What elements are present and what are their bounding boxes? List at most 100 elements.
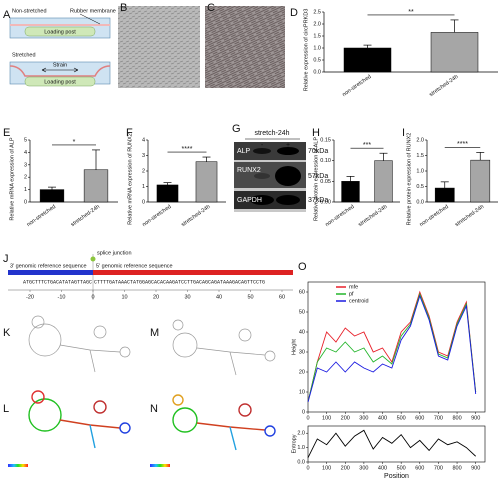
x-tick-label: 500	[397, 415, 406, 421]
panel-letter: H	[312, 127, 320, 139]
y-tick-label: 0.00	[320, 199, 331, 205]
y-tick-label: 50	[299, 309, 305, 315]
x-tick-label: non-stretched	[324, 204, 355, 228]
y-tick-label: 0.0	[416, 199, 424, 205]
cell-image	[118, 6, 200, 88]
x-tick-label: non-stretched	[26, 204, 57, 228]
size-label: 37kDa	[308, 197, 328, 204]
rna-structure-colored	[28, 390, 276, 451]
panel-letter: I	[402, 127, 405, 139]
bar	[470, 159, 491, 203]
bar	[39, 189, 65, 203]
x-axis-label: Position	[384, 473, 409, 480]
bar	[374, 160, 393, 203]
label: 5' genomic reference sequence	[96, 263, 173, 269]
panel-letter: E	[3, 127, 10, 139]
protein-label: GAPDH	[237, 197, 262, 204]
x-tick-label: 800	[452, 465, 461, 471]
y-tick-label: 0.10	[320, 158, 331, 164]
x-tick-label: 700	[434, 415, 443, 421]
y-tick-label: 4	[142, 137, 145, 143]
protein-label: RUNX2	[237, 167, 261, 174]
y-tick-label: 0.0	[313, 69, 321, 75]
label: Rubber membrane	[70, 8, 116, 14]
y-tick-label: 0.15	[320, 137, 331, 143]
bar	[434, 187, 455, 203]
x-tick-label: 300	[359, 465, 368, 471]
bar	[156, 184, 179, 203]
sequence: ATGCTTTCTGACATATAGTTAGC	[23, 279, 92, 285]
y-axis-label: Relative mRNA expression of ALP	[9, 137, 15, 220]
y-tick-label: 2	[142, 168, 145, 174]
sig-label: ****	[182, 146, 193, 153]
panel-letter: M	[150, 327, 159, 339]
panel-letter: C	[207, 2, 215, 14]
y-tick-label: 3	[24, 162, 27, 168]
label: Non-stretched	[12, 8, 47, 14]
protein-label: ALP	[237, 148, 251, 155]
y-tick-label: 0.5	[416, 184, 424, 190]
sequence: CTTTTGATAAACTATGGAGCACACAAGATCCTTGACAGCA…	[94, 279, 265, 285]
x-tick-label: 700	[434, 465, 443, 471]
ref-bar	[8, 270, 93, 275]
color-scale	[8, 464, 28, 467]
tick-label: -20	[26, 294, 34, 300]
sig-label: ***	[363, 142, 371, 149]
y-axis-label: Relative expression of circPRKD3	[303, 9, 309, 92]
y-tick-label: 10	[299, 389, 305, 395]
y-tick-label: 0.0	[297, 459, 305, 465]
plot-frame	[307, 425, 486, 463]
x-tick-label: 600	[415, 415, 424, 421]
series-line	[307, 429, 476, 458]
y-tick-label: 2	[24, 175, 27, 181]
y-tick-label: 2.0	[313, 21, 321, 27]
rna-structure	[28, 315, 276, 376]
x-tick-label: 500	[397, 465, 406, 471]
y-tick-label: 1.0	[416, 168, 424, 174]
x-tick-label: 300	[359, 415, 368, 421]
y-tick-label: 4	[24, 150, 27, 156]
bar	[430, 32, 479, 73]
y-tick-label: 0	[24, 199, 27, 205]
y-axis-label: Relative mRNA expression of RUNX2	[127, 133, 133, 225]
ref-bar	[93, 270, 293, 275]
western-blot	[234, 138, 306, 212]
y-tick-label: 40	[299, 329, 305, 335]
y-tick-label: 0	[142, 199, 145, 205]
tick-label: 0	[91, 294, 94, 300]
tick-label: 20	[153, 294, 159, 300]
label: splice junction	[97, 250, 132, 256]
legend-label: mfe	[349, 284, 358, 290]
label: 3' genomic reference sequence	[10, 263, 87, 269]
tick-label: 40	[216, 294, 222, 300]
x-tick-label: non-stretched	[341, 74, 372, 98]
bar	[343, 47, 392, 73]
label: Loading post	[44, 29, 76, 35]
tick-label: 10	[121, 294, 127, 300]
y-tick-label: 0	[302, 409, 305, 415]
y-tick-label: 3	[142, 153, 145, 159]
y-axis-label: Relative protein expression of ALP	[313, 137, 319, 221]
x-tick-label: 600	[415, 465, 424, 471]
y-tick-label: 5	[24, 137, 27, 143]
x-tick-label: stretched-24h	[180, 204, 211, 228]
sig-label: *	[73, 139, 76, 146]
panel-letter: F	[126, 127, 133, 139]
x-tick-label: stretched-24h	[70, 204, 101, 228]
tick-label: 60	[279, 294, 285, 300]
legend-label: pf	[349, 291, 354, 297]
series-line	[307, 292, 477, 403]
junction-dot	[90, 256, 96, 262]
series-line	[307, 294, 477, 403]
label: Strain	[53, 62, 67, 68]
y-tick-label: 60	[299, 289, 305, 295]
panel-letter: O	[298, 261, 307, 273]
cell-image	[205, 6, 285, 88]
panel-letter: D	[290, 7, 298, 19]
tick-label: 50	[247, 294, 253, 300]
sig-label: **	[408, 9, 414, 16]
panel-letter: G	[232, 123, 241, 135]
x-tick-label: stretched-24h	[454, 204, 485, 228]
x-tick-label: 400	[378, 465, 387, 471]
bar	[83, 169, 109, 203]
